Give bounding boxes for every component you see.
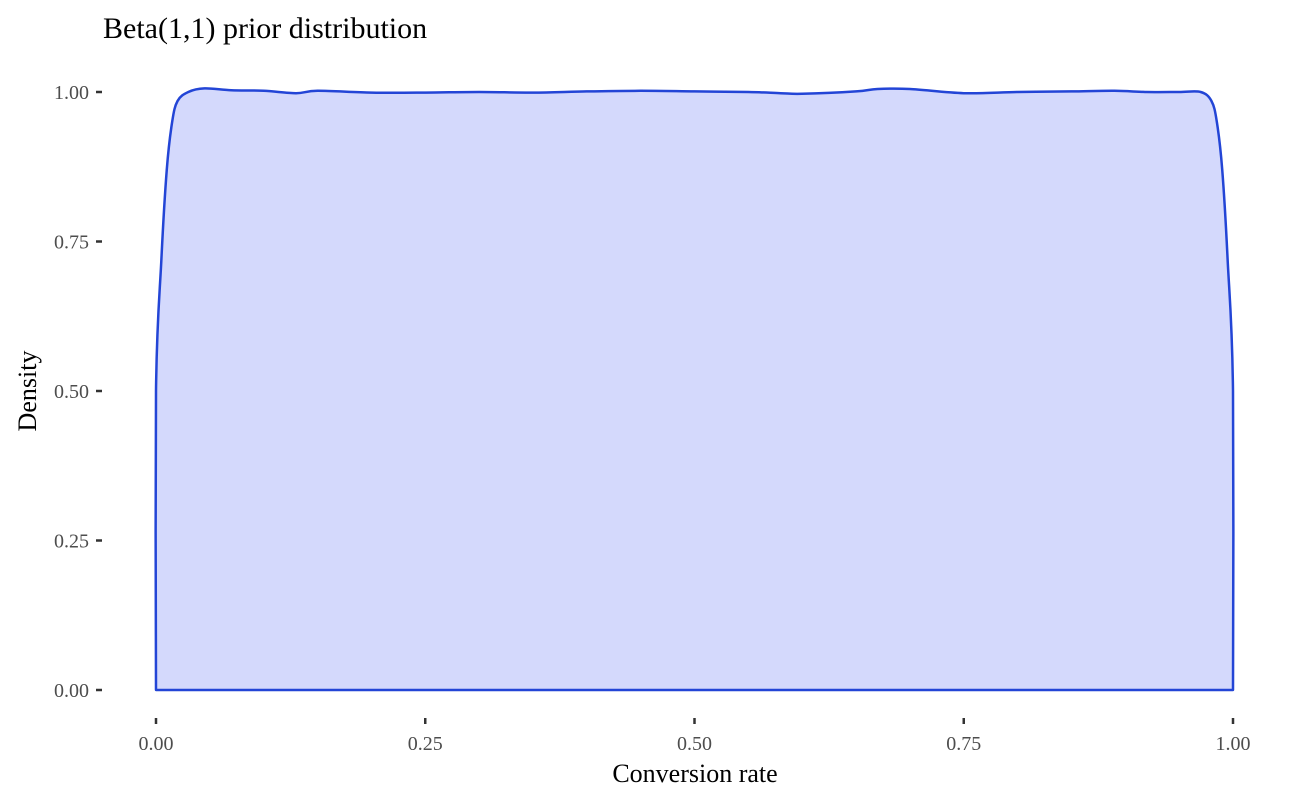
x-tick-label: 1.00 — [1216, 733, 1251, 755]
x-axis: 0.00 0.25 0.50 0.75 1.00 — [139, 718, 1251, 755]
y-tick-label: 0.50 — [54, 381, 89, 403]
chart-title: Beta(1,1) prior distribution — [103, 12, 427, 45]
x-tick-label: 0.50 — [677, 733, 712, 755]
y-axis: 0.00 0.25 0.50 0.75 1.00 — [54, 82, 102, 702]
plot-area — [154, 87, 1235, 692]
x-tick-label: 0.25 — [408, 733, 443, 755]
y-tick-label: 1.00 — [54, 82, 89, 104]
y-axis-title: Density — [13, 351, 42, 432]
y-tick-label: 0.00 — [54, 680, 89, 702]
x-tick-label: 0.00 — [139, 733, 174, 755]
y-tick-label: 0.25 — [54, 531, 89, 553]
density-area-series-0 — [154, 87, 1235, 692]
y-tick-label: 0.75 — [54, 232, 89, 254]
x-axis-title: Conversion rate — [612, 759, 777, 788]
x-tick-label: 0.75 — [946, 733, 981, 755]
